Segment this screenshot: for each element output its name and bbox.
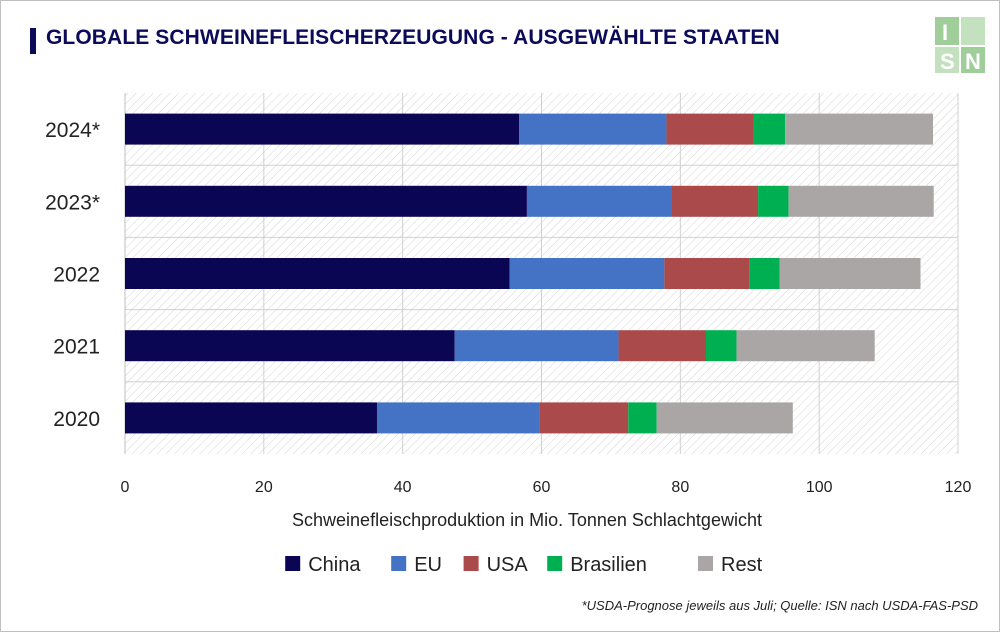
bar-segment-eu [509,258,665,289]
bar-segment-china [125,330,455,362]
bar-segment-rest [736,330,875,362]
bar-segment-usa [672,185,759,217]
category-label: 2024* [45,119,100,142]
legend-label: Rest [721,554,763,576]
bar-segment-usa [664,258,750,289]
x-tick-label: 100 [806,479,833,496]
legend-label: Brasilien [570,554,647,576]
legend-label: USA [487,554,529,576]
bar-segment-eu [454,330,619,362]
footnote: *USDA-Prognose jeweils aus Juli; Quelle:… [581,598,978,613]
bar-segment-usa [618,330,707,362]
title-accent-bar [30,28,36,54]
svg-text:N: N [965,49,981,74]
bar-segment-rest [656,402,793,434]
category-label: 2021 [53,336,100,359]
legend-swatch-brasilien [547,556,563,571]
svg-text:I: I [942,20,948,45]
category-labels: 2024* 2023* 2022 2021 2020 [45,119,100,431]
x-tick-label: 80 [671,479,689,496]
legend-swatch-china [285,556,301,571]
x-tick-label: 60 [533,479,551,496]
x-tick-label: 0 [121,479,130,496]
legend: China EU USA Brasilien Rest [285,554,763,576]
bar-segment-china [125,258,510,289]
x-axis-label: Schweinefleischproduktion in Mio. Tonnen… [292,510,762,530]
bars-group [125,113,934,434]
legend-swatch-eu [391,556,407,571]
bar-segment-brasilien [706,330,737,362]
x-tick-label: 120 [945,479,972,496]
x-tick-label: 40 [394,479,412,496]
bar-segment-brasilien [758,185,789,217]
x-tick-labels: 0 20 40 60 80 100 120 [121,479,972,496]
bar-segment-brasilien [628,402,657,434]
isn-logo: I S N [932,14,988,76]
bar-segment-rest [788,185,934,217]
bar-segment-rest [785,113,934,145]
bar-segment-china [125,113,520,145]
chart-title: GLOBALE SCHWEINEFLEISCHERZEUGUNG - AUSGE… [46,26,780,49]
legend-label: EU [414,554,442,576]
legend-swatch-usa [463,556,479,571]
x-tick-label: 20 [255,479,273,496]
category-label: 2022 [53,264,100,287]
legend-swatch-rest [698,556,713,571]
bar-segment-eu [526,185,673,217]
bar-segment-usa [666,113,754,145]
svg-text:S: S [940,49,955,74]
category-label: 2020 [53,408,100,431]
bar-segment-brasilien [753,113,786,145]
bar-segment-usa [539,402,629,434]
bar-segment-eu [376,402,540,434]
bar-segment-china [125,402,377,434]
bar-segment-china [125,185,527,217]
legend-label: China [308,554,361,576]
bar-segment-rest [779,258,921,289]
bar-segment-eu [519,113,667,145]
bar-segment-brasilien [749,258,780,289]
category-label: 2023* [45,191,100,214]
